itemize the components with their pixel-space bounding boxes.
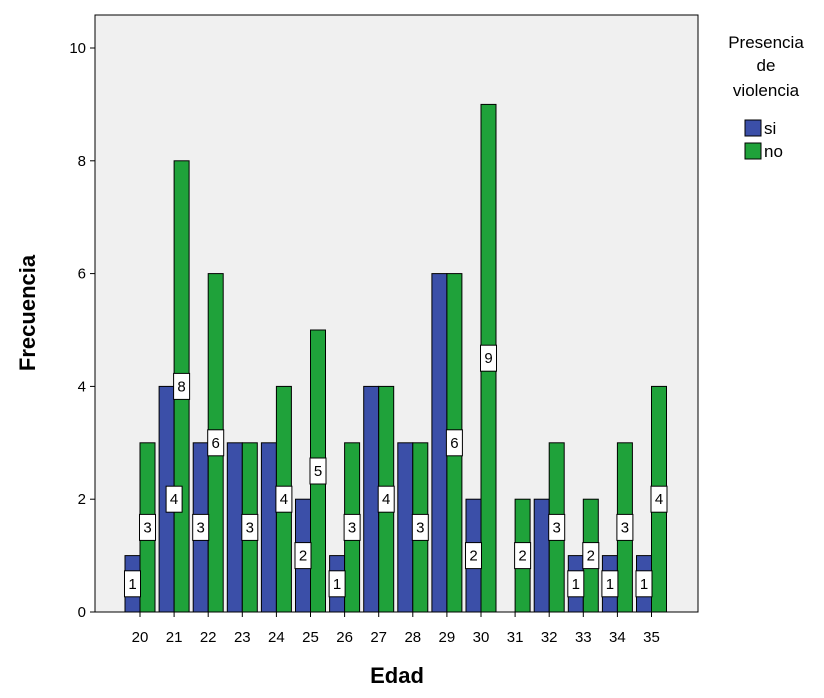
x-tick-label: 31	[507, 629, 524, 646]
value-label-no-31-box	[514, 542, 532, 570]
value-label-no-23-box	[241, 513, 259, 541]
legend-title-line-1: Presencia	[728, 33, 804, 52]
bar-si-29	[431, 273, 448, 613]
value-label-si-34-box	[601, 570, 619, 598]
value-label-si-35: 1	[640, 576, 648, 593]
value-label-no-34: 3	[621, 519, 629, 536]
value-label-si-25-box	[294, 542, 312, 570]
value-label-no-25: 5	[314, 463, 322, 480]
x-tick-label: 21	[166, 629, 183, 646]
value-label-no-26-box	[343, 513, 361, 541]
value-label-si-22: 3	[197, 519, 205, 536]
value-label-si-33-box	[567, 570, 585, 598]
legend-label-si: si	[764, 119, 776, 138]
value-label-si-26-box	[328, 570, 346, 598]
legend-swatch-si	[744, 119, 762, 137]
value-label-no-25-box	[309, 457, 327, 485]
value-label-no-30-box	[480, 344, 497, 372]
x-tick-label: 22	[200, 629, 217, 646]
value-label-no-24: 4	[280, 491, 288, 508]
legend-title-line-2: de	[757, 56, 776, 75]
y-tick-label: 10	[69, 40, 86, 57]
bar-si-32	[533, 498, 550, 613]
bar-si-24	[260, 442, 277, 613]
value-label-no-26: 3	[348, 519, 356, 536]
y-tick-label: 2	[78, 491, 86, 508]
value-label-si-35-box	[635, 570, 653, 598]
y-axis: 0 2 4 6 8 10	[69, 40, 95, 621]
value-label-si-22-box	[192, 513, 210, 541]
value-label-no-20: 3	[143, 519, 151, 536]
bar-si-27	[363, 385, 380, 613]
x-axis: 20 21 22 23 24 25 26 27 28 29 30 31 32 33 34 35	[132, 612, 660, 646]
y-axis-title: Frecuencia	[15, 254, 40, 371]
value-label-no-32: 3	[553, 519, 561, 536]
value-label-si-34: 1	[606, 576, 614, 593]
legend-title-line-3: violencia	[733, 81, 800, 100]
y-tick-label: 6	[78, 266, 86, 283]
value-label-si-33: 1	[572, 576, 580, 593]
value-label-si-20-box	[124, 570, 141, 598]
value-label-no-33-box	[582, 542, 600, 570]
x-tick-label: 24	[268, 629, 285, 646]
value-label-no-22: 6	[212, 435, 220, 452]
value-label-si-20: 1	[128, 576, 136, 593]
bar-si-23	[226, 442, 243, 613]
value-label-si-30: 2	[469, 548, 477, 565]
x-tick-label: 23	[234, 629, 251, 646]
value-label-no-21-box	[173, 372, 191, 400]
x-tick-label: 33	[575, 629, 592, 646]
value-label-no-32-box	[548, 513, 566, 541]
value-label-no-35: 4	[655, 491, 663, 508]
x-tick-label: 25	[302, 629, 319, 646]
value-label-no-21-box	[165, 485, 183, 513]
x-tick-label: 32	[541, 629, 558, 646]
value-label-no-27-box	[377, 485, 395, 513]
x-tick-label: 26	[336, 629, 353, 646]
value-label-no-22-box	[207, 429, 225, 457]
value-label-no-33: 2	[587, 548, 595, 565]
value-label-no-20-box	[139, 513, 156, 541]
x-tick-label: 34	[609, 629, 626, 646]
x-axis-title: Edad	[370, 663, 424, 688]
value-label-no-35-box	[650, 485, 668, 513]
value-label-si-26: 1	[333, 576, 341, 593]
value-label-si-25: 2	[299, 548, 307, 565]
value-label-no-28: 3	[416, 519, 424, 536]
value-label-no-29-box	[445, 429, 463, 457]
value-label-no-21: 8	[177, 378, 185, 395]
value-label-no-30: 9	[484, 350, 492, 367]
value-label-no-28-box	[411, 513, 429, 541]
x-tick-label: 30	[473, 629, 490, 646]
y-tick-label: 8	[78, 153, 86, 170]
x-tick-label: 29	[439, 629, 456, 646]
x-tick-label: 28	[404, 629, 421, 646]
x-tick-label: 35	[643, 629, 660, 646]
x-tick-label: 27	[370, 629, 387, 646]
y-tick-label: 0	[78, 604, 86, 621]
x-tick-label: 20	[132, 629, 149, 646]
y-tick-label: 4	[78, 378, 86, 395]
value-label-no-23: 3	[246, 519, 254, 536]
value-label-no-21: 4	[170, 491, 178, 508]
legend-swatch-no	[744, 142, 762, 160]
value-label-no-27: 4	[382, 491, 390, 508]
legend: Presencia de violencia si no	[728, 33, 804, 161]
value-label-no-31: 2	[518, 548, 526, 565]
value-label-no-34-box	[616, 513, 634, 541]
value-label-no-29: 6	[450, 435, 458, 452]
legend-label-no: no	[764, 142, 783, 161]
bar-si-28	[397, 442, 414, 613]
value-label-si-30-box	[465, 542, 482, 570]
value-label-no-24-box	[275, 485, 293, 513]
